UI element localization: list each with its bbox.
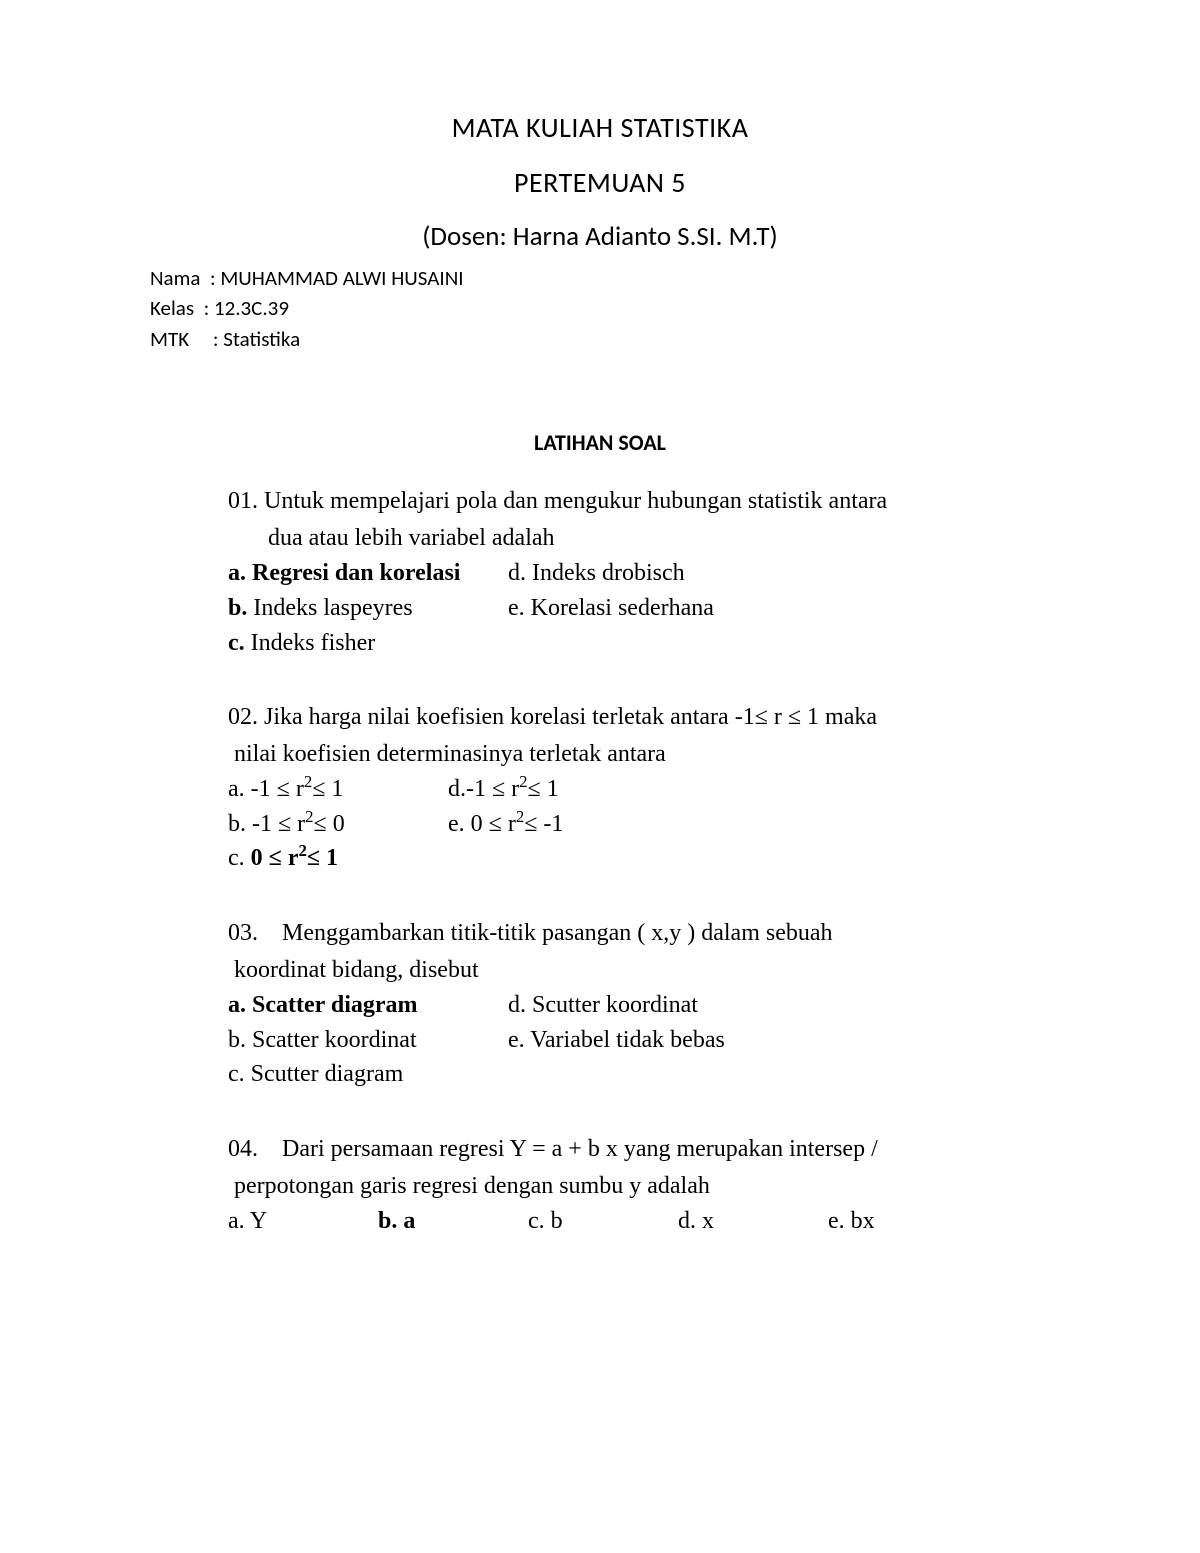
q2-option-b: b. -1 ≤ r2≤ 0 xyxy=(228,807,448,842)
q2-a-pre: a. -1 ≤ r xyxy=(228,776,304,802)
section-title: LATIHAN SOAL xyxy=(150,429,1050,456)
nama-label: Nama xyxy=(150,265,200,291)
q1-row-be: b. Indeks laspeyres e. Korelasi sederhan… xyxy=(228,591,1020,626)
lecturer-line: (Dosen: Harna Adianto S.SI. M.T) xyxy=(150,220,1050,253)
question-2: 02. Jika harga nilai koefisien korelasi … xyxy=(228,700,1020,876)
q2-text2: nilai koefisien determinasinya terletak … xyxy=(228,737,1020,772)
q3-text1-span: 03. Menggambarkan titik-titik pasangan (… xyxy=(228,920,833,946)
q1-text2: dua atau lebih variabel adalah xyxy=(228,521,1020,556)
question-4: 04. Dari persamaan regresi Y = a + b x y… xyxy=(228,1132,1020,1238)
q4-text1: 04. Dari persamaan regresi Y = a + b x y… xyxy=(228,1132,1020,1167)
q3-row-c: c. Scutter diagram xyxy=(228,1057,1020,1092)
q2-row-be: b. -1 ≤ r2≤ 0 e. 0 ≤ r2≤ -1 xyxy=(228,807,1020,842)
kelas-label: Kelas xyxy=(150,295,194,321)
q3-option-e: e. Variabel tidak bebas xyxy=(508,1023,1020,1058)
q4-option-c: c. b xyxy=(528,1204,678,1239)
q4-text2-span: perpotongan garis regresi dengan sumbu y… xyxy=(234,1173,710,1199)
q2-b-sup: 2 xyxy=(305,807,313,826)
nama-value: MUHAMMAD ALWI HUSAINI xyxy=(220,265,463,291)
q1-row-c: c. Indeks fisher xyxy=(228,626,1020,661)
meeting-title: PERTEMUAN 5 xyxy=(150,165,1050,200)
q2-row-ad: a. -1 ≤ r2≤ 1 d.-1 ≤ r2≤ 1 xyxy=(228,772,1020,807)
question-3: 03. Menggambarkan titik-titik pasangan (… xyxy=(228,916,1020,1092)
student-subject-row: MTK : Statistika xyxy=(150,324,1050,354)
mtk-value: Statistika xyxy=(223,326,300,352)
q2-row-c: c. 0 ≤ r2≤ 1 xyxy=(228,841,1020,876)
document-header: MATA KULIAH STATISTIKA PERTEMUAN 5 (Dose… xyxy=(150,110,1050,253)
q2-option-e: e. 0 ≤ r2≤ -1 xyxy=(448,807,563,842)
q3-row-ad: a. Scatter diagram d. Scutter koordinat xyxy=(228,988,1020,1023)
question-1: 01. Untuk mempelajari pola dan mengukur … xyxy=(228,484,1020,660)
q2-d-suf: ≤ 1 xyxy=(528,776,559,802)
q1-text1: 01. Untuk mempelajari pola dan mengukur … xyxy=(228,484,1020,519)
q3-option-c: c. Scutter diagram xyxy=(228,1057,508,1092)
q3-text2: koordinat bidang, disebut xyxy=(228,953,1020,988)
q3-option-d: d. Scutter koordinat xyxy=(508,988,1020,1023)
q3-row-be: b. Scatter koordinat e. Variabel tidak b… xyxy=(228,1023,1020,1058)
q4-text1-span: 04. Dari persamaan regresi Y = a + b x y… xyxy=(228,1136,878,1162)
course-title: MATA KULIAH STATISTIKA xyxy=(150,110,1050,145)
questions-container: 01. Untuk mempelajari pola dan mengukur … xyxy=(150,484,1050,1238)
student-name-row: Nama : MUHAMMAD ALWI HUSAINI xyxy=(150,263,1050,293)
q1-option-b: b. Indeks laspeyres xyxy=(228,591,508,626)
student-info: Nama : MUHAMMAD ALWI HUSAINI Kelas : 12.… xyxy=(150,263,1050,354)
q2-a-sup: 2 xyxy=(304,772,312,791)
q2-option-c: c. 0 ≤ r2≤ 1 xyxy=(228,841,338,876)
q1-c-text: Indeks fisher xyxy=(245,630,376,656)
q2-c-label: c. xyxy=(228,845,245,871)
q3-option-b: b. Scatter koordinat xyxy=(228,1023,508,1058)
q2-e-sup: 2 xyxy=(516,807,524,826)
q2-d-sup: 2 xyxy=(519,772,527,791)
q2-c-bold: 0 ≤ r2≤ 1 xyxy=(245,845,338,871)
q2-option-a: a. -1 ≤ r2≤ 1 xyxy=(228,772,448,807)
q4-text2: perpotongan garis regresi dengan sumbu y… xyxy=(228,1169,1020,1204)
q4-options-row: a. Y b. a c. b d. x e. bx xyxy=(228,1204,1020,1239)
q2-text1: 02. Jika harga nilai koefisien korelasi … xyxy=(228,700,1020,735)
q1-option-e: e. Korelasi sederhana xyxy=(508,591,1020,626)
q1-row-ad: a. Regresi dan korelasi d. Indeks drobis… xyxy=(228,556,1020,591)
q1-option-d: d. Indeks drobisch xyxy=(508,556,1020,591)
q2-b-pre: b. -1 ≤ r xyxy=(228,811,305,837)
kelas-value: 12.3C.39 xyxy=(214,295,289,321)
mtk-label: MTK xyxy=(150,326,189,352)
q3-option-a: a. Scatter diagram xyxy=(228,988,508,1023)
q4-option-d: d. x xyxy=(678,1204,828,1239)
q2-text2-span: nilai koefisien determinasinya terletak … xyxy=(234,741,666,767)
q2-option-d: d.-1 ≤ r2≤ 1 xyxy=(448,772,559,807)
q1-option-c: c. Indeks fisher xyxy=(228,626,508,661)
q2-c-suf: ≤ 1 xyxy=(307,845,338,871)
q2-c-pre: 0 ≤ r xyxy=(245,845,299,871)
q2-e-suf: ≤ -1 xyxy=(524,811,563,837)
q1-option-a: a. Regresi dan korelasi xyxy=(228,556,508,591)
q1-b-text: Indeks laspeyres xyxy=(247,595,412,621)
q4-option-e: e. bx xyxy=(828,1204,978,1239)
q2-a-suf: ≤ 1 xyxy=(312,776,343,802)
q1-b-prefix: b. xyxy=(228,595,247,621)
q4-option-a: a. Y xyxy=(228,1204,378,1239)
q4-option-b: b. a xyxy=(378,1204,528,1239)
student-class-row: Kelas : 12.3C.39 xyxy=(150,293,1050,323)
q3-text2-span: koordinat bidang, disebut xyxy=(234,957,479,983)
q2-d-pre: d.-1 ≤ r xyxy=(448,776,519,802)
q2-b-suf: ≤ 0 xyxy=(314,811,345,837)
q3-text1: 03. Menggambarkan titik-titik pasangan (… xyxy=(228,916,1020,951)
q2-c-sup: 2 xyxy=(298,841,306,860)
q2-e-pre: e. 0 ≤ r xyxy=(448,811,516,837)
q1-c-prefix: c. xyxy=(228,630,245,656)
